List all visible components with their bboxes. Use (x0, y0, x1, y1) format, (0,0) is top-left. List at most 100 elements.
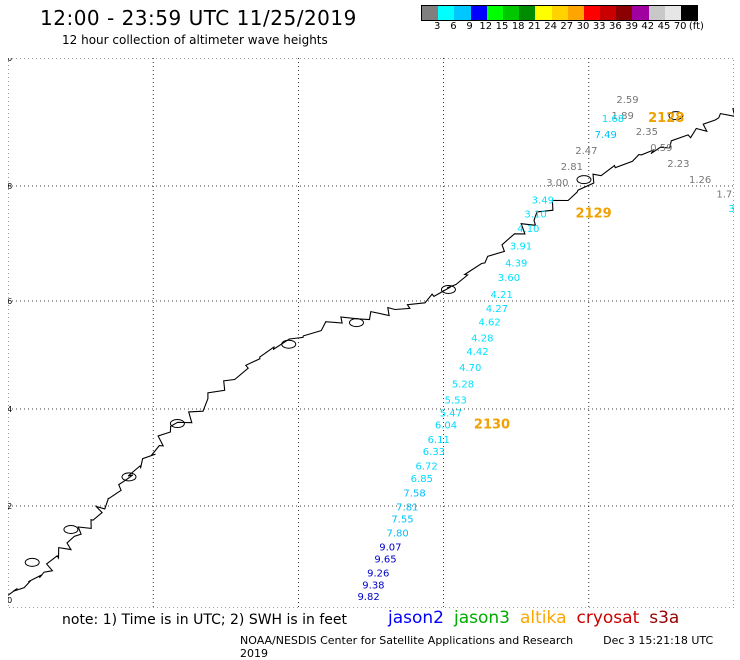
wave-height-value: 9.38 (362, 580, 384, 591)
legend-jason3: jason3 (454, 608, 510, 628)
island (281, 339, 297, 349)
wave-height-value: 4.39 (505, 259, 527, 270)
color-swatch (567, 6, 584, 20)
legend-cryosat: cryosat (576, 608, 640, 628)
wave-height-value: 9.65 (374, 554, 396, 565)
latitude-label: 60 (8, 596, 12, 605)
color-scale-label: 27 (560, 21, 574, 32)
color-scale-label: 18 (511, 21, 525, 32)
wave-height-value: 2.35 (636, 127, 658, 138)
wave-height-value: 7.58 (403, 488, 425, 499)
wave-height-value: 2.81 (561, 162, 583, 173)
pass-time-label: 2130 (474, 417, 510, 432)
island (121, 472, 137, 482)
latitude-label: 66 (8, 297, 12, 306)
color-swatch (600, 6, 617, 20)
latitude-label: 70 (8, 58, 12, 63)
wave-height-value: 3 (728, 204, 734, 215)
wave-height-value: 6.11 (428, 435, 450, 446)
pass-time-label: 2128 (648, 111, 684, 126)
pass-time-label: 2129 (576, 207, 612, 222)
color-swatch (502, 6, 520, 20)
greenland-coastline (8, 107, 734, 596)
wave-height-value: 3.10 (524, 210, 546, 221)
color-scale-labels: 3 6 9 12 15 18 21 24 27 30 33 36 39 42 45 70 (ft) (421, 21, 740, 35)
wave-height-value: 1.7 (716, 190, 732, 201)
map-title: 12:00 - 23:59 UTC 11/25/2019 (40, 6, 357, 30)
axis-tick-labels: 706866646260-45-42-39-36-33-30 (8, 58, 12, 605)
color-scale-label: 9 (466, 21, 473, 32)
color-swatch (486, 6, 503, 20)
satellite-legend: jason2 jason3 altika cryosat s3a (388, 608, 689, 628)
color-scale-label: 6 (450, 21, 457, 32)
wave-height-value: 7.81 (396, 503, 418, 514)
wave-height-value: 1.89 (612, 111, 634, 122)
island (576, 175, 592, 185)
color-scale-label: 70 (673, 21, 687, 32)
wave-height-value: 6.85 (411, 474, 433, 485)
footnote: note: 1) Time is in UTC; 2) SWH is in fe… (62, 612, 348, 628)
color-scale-label: 42 (641, 21, 655, 32)
color-swatch (470, 6, 487, 20)
legend-s3a: s3a (649, 608, 680, 628)
color-scale-bar (421, 5, 699, 21)
wave-height-value: 3.60 (498, 273, 520, 284)
island (24, 557, 40, 567)
wave-height-value: 4.28 (471, 334, 493, 345)
wave-height-value: 2.47 (575, 146, 597, 157)
wave-height-value: 4.70 (459, 363, 481, 374)
map-subtitle: 12 hour collection of altimeter wave hei… (62, 33, 328, 47)
color-swatch (664, 6, 681, 20)
color-scale-label: 21 (528, 21, 541, 32)
color-swatch (551, 6, 568, 20)
color-scale-label: 12 (479, 21, 493, 32)
wave-height-value: 5.47 (440, 408, 462, 419)
wave-height-value: 5.53 (445, 396, 467, 407)
color-scale-label: 33 (592, 21, 606, 32)
island (440, 285, 456, 294)
color-swatch (438, 6, 455, 20)
wave-height-value: 6.04 (435, 420, 457, 431)
wave-height-value: 3.00 (546, 178, 568, 189)
wave-height-value: 4.10 (517, 224, 539, 235)
color-scale-label: 30 (576, 21, 590, 32)
color-scale-label: 3 (434, 21, 441, 32)
map-gridlines (8, 58, 734, 608)
latitude-label: 62 (8, 502, 12, 511)
color-swatch (583, 6, 601, 20)
wave-height-value: 4.21 (491, 290, 513, 301)
latitude-label: 64 (8, 405, 12, 414)
color-scale-label: (ft) (688, 21, 704, 32)
wave-height-value: 7.55 (391, 514, 413, 525)
wave-height-value: 7.49 (595, 130, 617, 141)
wave-height-value: 1.68 (602, 114, 624, 125)
color-scale-label: 24 (544, 21, 557, 32)
island (348, 318, 364, 328)
credit-line: NOAA/NESDIS Center for Satellite Applica… (240, 634, 740, 660)
latitude-label: 68 (8, 182, 12, 191)
wave-height-value: 9.07 (379, 543, 401, 554)
wave-height-value: 2.23 (667, 159, 689, 170)
color-scale-label: 39 (625, 21, 638, 32)
coastline-path (8, 107, 734, 596)
color-swatch (632, 6, 649, 20)
wave-height-value: 3.49 (532, 195, 554, 206)
wave-height-value: 2.59 (616, 95, 638, 106)
wave-height-value: 9.26 (367, 569, 389, 580)
wave-height-value: 4.27 (486, 304, 508, 315)
map-frame (8, 58, 734, 608)
island (63, 525, 79, 534)
legend-altika: altika (520, 608, 567, 628)
color-scale-label: 15 (495, 21, 509, 32)
wave-height-map: 9.829.389.26 9.659.07 7.80 7.557.81 7.58 6.85… (8, 58, 734, 608)
wave-height-value: 3.91 (510, 241, 532, 252)
wave-height-value: 4.62 (478, 317, 500, 328)
island (169, 419, 185, 429)
color-scale-label: 45 (657, 21, 671, 32)
color-swatch (681, 6, 698, 20)
wave-height-value: 0.59 (650, 143, 672, 154)
color-scale-label: 36 (609, 21, 622, 32)
wave-height-value: 6.33 (423, 447, 445, 458)
wave-height-value: 6.72 (416, 462, 438, 473)
color-swatch (616, 6, 633, 20)
